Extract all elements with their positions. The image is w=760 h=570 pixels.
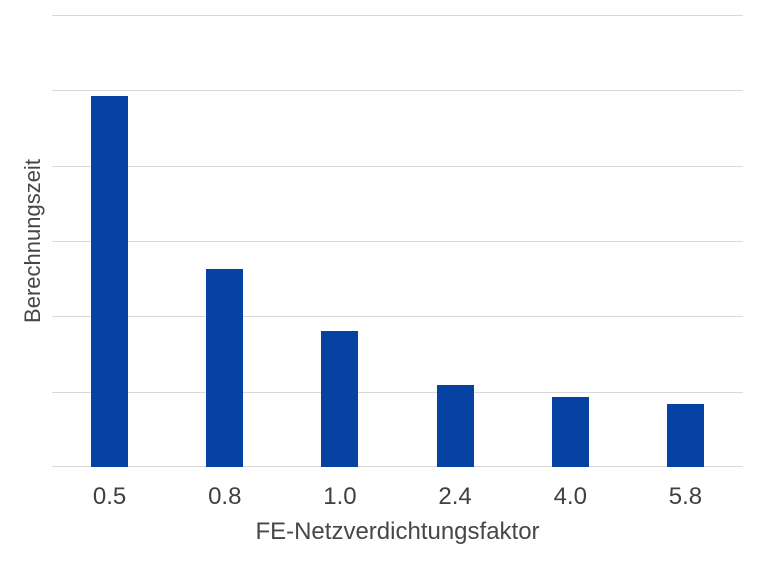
bar <box>552 397 589 467</box>
bar <box>667 404 704 467</box>
gridline <box>52 241 743 242</box>
x-tick-label: 1.0 <box>323 483 357 510</box>
y-axis-title: Berechnungszeit <box>20 159 45 323</box>
bar <box>437 385 474 467</box>
x-tick-label: 5.8 <box>668 483 703 510</box>
gridline <box>52 166 743 167</box>
gridline <box>52 15 743 16</box>
gridline <box>52 90 743 91</box>
x-tick-label: 0.5 <box>92 483 127 510</box>
x-axis-tick-labels: 0.5 0.8 1.0 2.4 4.0 5.8 <box>52 482 743 512</box>
bar <box>206 269 243 467</box>
gridline <box>52 316 743 317</box>
x-axis-line <box>52 466 743 467</box>
x-tick-label: 4.0 <box>553 483 587 510</box>
x-tick-label: 2.4 <box>438 483 472 510</box>
bar <box>91 96 128 467</box>
x-tick-label: 0.8 <box>208 483 242 510</box>
plot-area <box>52 15 743 467</box>
x-axis-title: FE-Netzverdichtungsfaktor <box>255 518 540 545</box>
gridline <box>52 392 743 393</box>
bar <box>321 331 358 467</box>
